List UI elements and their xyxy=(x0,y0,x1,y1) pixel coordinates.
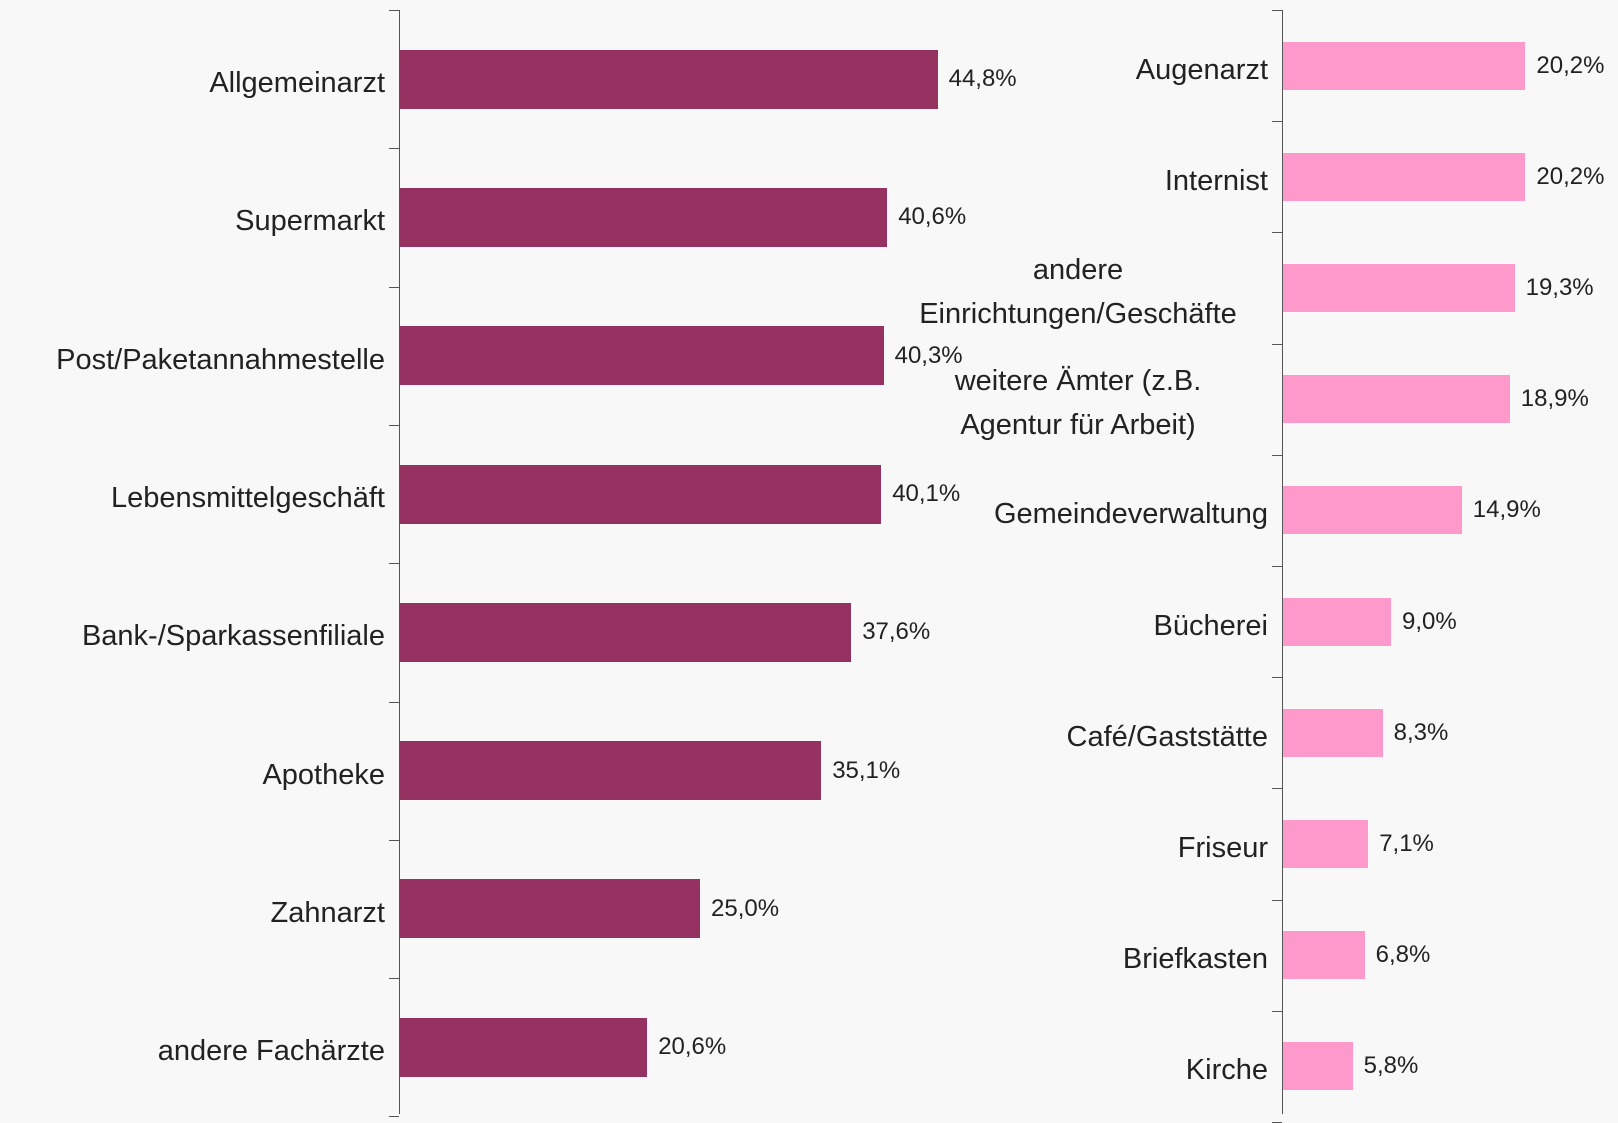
bar xyxy=(400,326,884,386)
category-tick xyxy=(1272,566,1282,567)
bar xyxy=(400,879,700,939)
category-tick xyxy=(1272,232,1282,234)
category-label: Kirche xyxy=(1185,1054,1268,1087)
category-label: Zahnarzt xyxy=(270,896,385,929)
category-label: Bücherei xyxy=(1153,609,1268,642)
bar xyxy=(1283,708,1383,757)
bar xyxy=(400,464,882,524)
bar xyxy=(1283,264,1515,312)
category-tick xyxy=(1272,677,1282,679)
category-label: Gemeindeverwaltung xyxy=(993,498,1268,531)
category-label: Briefkasten xyxy=(1122,943,1268,976)
value-label: 25,0% xyxy=(711,894,780,922)
bar xyxy=(400,602,852,662)
bar xyxy=(1283,41,1526,90)
category-label: weitere Ämter (z.B. Agentur für Arbeit) xyxy=(954,365,1202,442)
value-label: 40,3% xyxy=(894,341,963,369)
bar xyxy=(1283,486,1462,535)
category-tick xyxy=(1272,454,1282,456)
value-label: 19,3% xyxy=(1525,274,1594,301)
value-label: 35,1% xyxy=(832,756,901,784)
category-label: Allgemeinarzt xyxy=(209,67,385,100)
value-label: 9,0% xyxy=(1402,607,1457,635)
bar xyxy=(1283,152,1526,201)
value-label: 44,8% xyxy=(948,65,1017,93)
axis-line xyxy=(399,10,400,1114)
category-tick xyxy=(1272,1010,1282,1012)
category-label: Bank-/Sparkassenfiliale xyxy=(81,620,385,653)
axis-line xyxy=(1282,10,1283,1114)
value-label: 20,2% xyxy=(1536,51,1605,79)
value-label: 20,2% xyxy=(1536,162,1605,190)
category-tick xyxy=(389,563,399,565)
value-label: 40,6% xyxy=(898,203,967,231)
category-tick xyxy=(1272,121,1282,123)
category-tick xyxy=(389,701,399,703)
value-label: 37,6% xyxy=(862,618,931,646)
bar xyxy=(400,187,888,247)
category-label: Apotheke xyxy=(262,758,385,791)
value-label: 40,1% xyxy=(892,480,961,508)
category-label: Internist xyxy=(1164,164,1268,197)
value-label: 20,6% xyxy=(658,1033,727,1061)
category-tick xyxy=(1272,788,1282,790)
category-tick xyxy=(389,286,399,288)
category-tick xyxy=(1272,10,1282,11)
bar xyxy=(400,1017,648,1077)
category-label: Post/Paketannahmestelle xyxy=(56,343,385,376)
value-label: 6,8% xyxy=(1375,941,1431,969)
value-label: 7,1% xyxy=(1379,830,1434,857)
value-label: 14,9% xyxy=(1472,496,1541,524)
category-label: Friseur xyxy=(1177,832,1268,864)
category-tick xyxy=(1272,899,1282,901)
category-tick xyxy=(389,10,399,11)
bar xyxy=(1283,931,1365,980)
category-label: Augenarzt xyxy=(1135,53,1268,86)
category-label: andere Fachärzte xyxy=(157,1035,385,1068)
category-label: andere Einrichtungen/Geschäfte xyxy=(919,254,1237,330)
category-tick xyxy=(389,1116,399,1118)
bar xyxy=(1283,820,1369,868)
bar xyxy=(400,49,938,109)
category-label: Café/Gaststätte xyxy=(1066,720,1269,753)
bar xyxy=(400,741,822,801)
category-tick xyxy=(389,424,399,426)
value-label: 5,8% xyxy=(1363,1052,1419,1080)
category-label: Supermarkt xyxy=(235,205,385,238)
category-tick xyxy=(389,839,399,841)
category-label: Lebensmittelgeschäft xyxy=(110,482,385,515)
category-tick xyxy=(1272,343,1282,345)
value-label: 8,3% xyxy=(1393,718,1449,746)
category-tick xyxy=(389,978,399,980)
bar xyxy=(1283,597,1391,646)
value-label: 18,9% xyxy=(1520,385,1589,413)
category-tick xyxy=(389,148,399,150)
bar xyxy=(1283,1042,1353,1091)
bar xyxy=(1283,375,1510,424)
